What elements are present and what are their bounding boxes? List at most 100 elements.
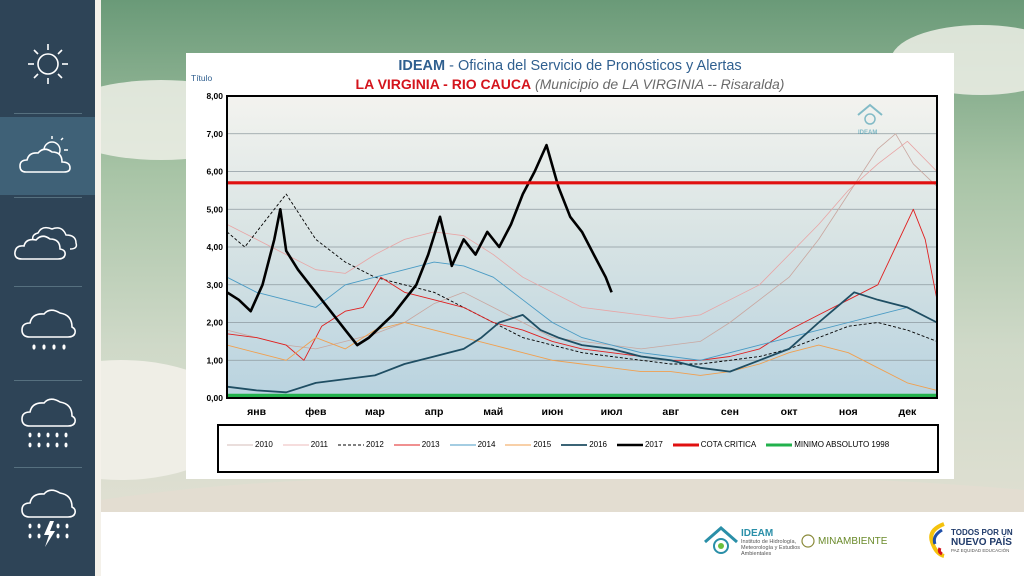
x-tick-label: сен (721, 406, 739, 418)
chart-title: IDEAM - Oficina del Servicio de Pronósti… (186, 58, 954, 74)
heavy-rain-icon (20, 398, 76, 448)
svg-text:IDEAM: IDEAM (858, 130, 877, 136)
legend-label: 2017 (644, 440, 663, 449)
ideam-logo-text: IDEAM (741, 527, 774, 539)
legend-item: 2013 (393, 440, 440, 449)
legend-item: 2015 (505, 440, 551, 449)
legend-swatch (282, 444, 309, 445)
y-tick-label: 2,00 (206, 318, 223, 328)
y-tick-label: 0,00 (206, 393, 223, 403)
legend-label: 2011 (310, 440, 328, 449)
series-line-2017 (226, 143, 613, 347)
legend-swatch (766, 443, 793, 446)
x-tick-label: июл (601, 406, 623, 418)
storm-icon (20, 489, 76, 547)
series-line-2010 (226, 133, 938, 350)
legend-swatch (449, 444, 476, 445)
todos-por-un-nuevo-pais-logo: TODOS POR UN NUEVO PAÍS PAZ EQUIDAD EDUC… (926, 520, 1013, 560)
y-tick-label: 5,00 (206, 204, 223, 214)
y-tick-label: 6,00 (206, 167, 223, 177)
legend-label: 2012 (366, 440, 384, 449)
sidebar-divider (95, 0, 101, 576)
y-axis-caption: Título (191, 73, 213, 83)
footer: IDEAM Instituto de Hidrología, Meteorolo… (101, 512, 1024, 576)
legend-item: 2011 (282, 440, 328, 449)
sun-icon (27, 44, 68, 84)
plot-frame (226, 95, 938, 399)
y-tick-label: 4,00 (206, 242, 223, 252)
x-tick-label: май (483, 406, 503, 418)
legend-item: 2014 (449, 440, 496, 449)
series-line-2013 (226, 208, 938, 361)
ideam-caption: Instituto de Hidrología, Meteorología y … (741, 538, 801, 557)
x-tick-label: окт (781, 406, 798, 418)
legend-item: 2010 (227, 440, 273, 449)
series-line-2011 (226, 140, 938, 320)
sidebar-item-rain[interactable] (0, 292, 95, 370)
series-line-2012 (226, 193, 938, 365)
series-line-2016 (226, 291, 938, 394)
legend-item: COTA CRITICA (672, 440, 757, 449)
y-tick-label: 8,00 (206, 91, 223, 101)
legend-item: MINIMO ABSOLUTO 1998 (766, 440, 889, 449)
series-line-2014 (226, 261, 938, 361)
sidebar-item-clouds[interactable] (0, 200, 95, 278)
y-tick-label: 7,00 (206, 129, 223, 139)
clouds-icon (13, 226, 77, 260)
legend-label: 2010 (255, 440, 273, 449)
rain-icon (20, 309, 76, 350)
legend-swatch (505, 444, 532, 445)
x-tick-label: фев (305, 406, 327, 418)
sidebar-item-sun[interactable] (0, 25, 95, 103)
x-tick-label: авг (662, 406, 679, 418)
sidebar (0, 0, 95, 576)
legend-swatch (227, 444, 253, 445)
ideam-logo: IDEAM Instituto de Hidrología, Meteorolo… (701, 522, 811, 562)
legend-item: 2012 (338, 440, 384, 449)
legend-label: 2016 (589, 440, 607, 449)
legend-label: 2014 (477, 440, 496, 449)
legend-swatch (672, 443, 699, 446)
todos-line3: PAZ EQUIDAD EDUCACIÓN (951, 547, 1010, 553)
chart-subtitle: LA VIRGINIA - RIO CAUCA (Municipio de LA… (186, 76, 954, 92)
watermark-ideam-logo: IDEAM (857, 103, 883, 136)
legend-label: MINIMO ABSOLUTO 1998 (794, 440, 890, 449)
tick-labels: 0,00 1,00 2,00 3,00 4,00 5,00 6,00 7,00 8,00 янв ф… (206, 91, 917, 418)
series-lines (226, 133, 938, 397)
legend-swatch (393, 444, 420, 445)
y-tick-label: 3,00 (206, 280, 223, 290)
legend: 2010 2011 2012 2013 2014 2015 2016 2017 COTA CRI… (217, 424, 939, 473)
x-tick-label: янв (247, 406, 266, 418)
legend-label: 2013 (421, 440, 440, 449)
chart-panel: IDEAM - Oficina del Servicio de Pronósti… (186, 53, 954, 479)
series-line-2015 (226, 322, 938, 391)
station-name: LA VIRGINIA - RIO CAUCA (355, 76, 532, 92)
sidebar-item-partly-cloudy[interactable] (0, 117, 95, 195)
ideam-emblem-icon (704, 526, 738, 554)
sidebar-item-heavy-rain[interactable] (0, 385, 95, 463)
legend-item: 2016 (561, 440, 607, 449)
y-tick-label: 1,00 (206, 355, 223, 365)
x-tick-label: дек (899, 406, 918, 418)
partly-cloudy-icon (18, 136, 71, 173)
chart-plot: 0,00 1,00 2,00 3,00 4,00 5,00 6,00 7,00 8,00 янв ф… (206, 91, 938, 418)
x-tick-label: ноя (839, 406, 858, 418)
sidebar-item-storm[interactable] (0, 478, 95, 556)
x-tick-label: апр (425, 406, 444, 418)
x-tick-label: июн (542, 406, 564, 418)
legend-label: COTA CRITICA (700, 440, 757, 449)
legend-swatch (561, 443, 588, 446)
chart-title-rest: - Oficina del Servicio de Pronósticos y … (445, 58, 742, 74)
colombia-shield-icon (801, 534, 815, 548)
minambiente-text: MINAMBIENTE (818, 535, 888, 547)
legend-swatch (338, 444, 364, 445)
minambiente-logo: MINAMBIENTE (801, 534, 887, 548)
todos-line1: TODOS POR UN (951, 527, 1013, 537)
colombia-flag-swirl-icon (929, 522, 945, 558)
municipality-name: (Municipio de LA VIRGINIA -- Risaralda) (531, 76, 785, 92)
legend-item: 2017 (616, 440, 663, 449)
chart-title-org: IDEAM (398, 58, 446, 74)
legend-swatch (616, 443, 643, 446)
legend-label: 2015 (533, 440, 552, 449)
todos-line2: NUEVO PAÍS (951, 536, 1012, 548)
